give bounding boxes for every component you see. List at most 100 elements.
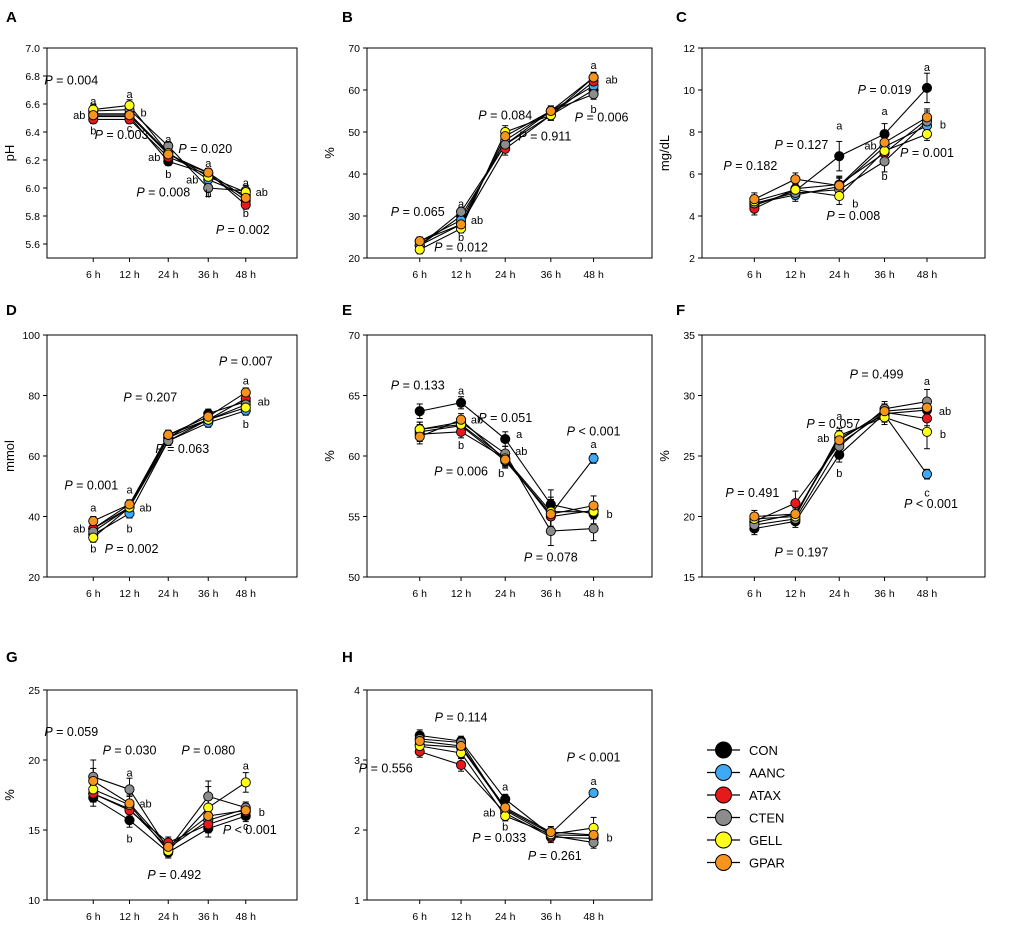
legend-marker (715, 786, 732, 804)
data-point-cten (203, 791, 214, 802)
x-tick-label: 48 h (917, 269, 938, 281)
data-point-gpar (124, 110, 135, 121)
data-point-gpar (203, 411, 214, 422)
y-tick-label: 10 (683, 85, 695, 97)
p-value-annotation: P = 0.080 (181, 743, 235, 757)
significance-letter: b (940, 120, 946, 132)
x-tick-label: 36 h (198, 269, 219, 281)
significance-letter: a (836, 411, 843, 423)
p-value-annotation: P = 0.004 (44, 73, 98, 87)
y-tick-label: 20 (28, 755, 40, 767)
significance-letter: b (243, 419, 249, 431)
y-tick-label: 20 (28, 572, 40, 584)
legend-marker (715, 764, 732, 781)
x-tick-label: 12 h (451, 911, 472, 923)
data-point-gpar (921, 112, 933, 123)
y-tick-label: 30 (683, 391, 695, 403)
data-point-gell (921, 129, 933, 140)
data-point-gpar (455, 740, 467, 752)
significance-letter: ab (186, 175, 198, 187)
x-tick-label: 12 h (119, 588, 140, 600)
x-tick-label: 12 h (451, 269, 472, 281)
x-tick-label: 48 h (236, 911, 257, 923)
x-tick-label: 12 h (119, 911, 140, 923)
significance-letter: a (502, 782, 509, 794)
y-tick-label: 70 (348, 43, 360, 55)
data-point-con (124, 815, 135, 826)
data-point-aanc (588, 787, 599, 798)
y-tick-label: 12 (683, 43, 695, 55)
y-tick-label: 6.2 (25, 155, 40, 167)
x-tick-label: 6 h (412, 588, 427, 600)
x-tick-label: 36 h (198, 588, 219, 600)
data-point-gell (790, 184, 801, 195)
panel-label-h: H (342, 649, 353, 666)
significance-letter: a (836, 121, 843, 133)
data-point-gpar (588, 72, 599, 83)
x-tick-label: 36 h (541, 588, 562, 600)
data-point-cten (588, 523, 599, 534)
p-value-annotation: P = 0.007 (219, 354, 273, 368)
plot-frame (46, 334, 298, 578)
p-value-annotation: P < 0.001 (567, 424, 621, 438)
x-tick-label: 12 h (785, 269, 806, 281)
data-point-gpar (88, 110, 99, 121)
plot-frame (366, 47, 653, 259)
p-value-annotation: P = 0.197 (774, 545, 828, 559)
significance-letter: a (165, 134, 172, 146)
legend-label: GELL (749, 833, 782, 848)
x-tick-label: 24 h (495, 269, 516, 281)
y-tick-label: 4 (689, 211, 695, 223)
data-point-gpar (790, 509, 801, 520)
data-point-gpar (414, 431, 425, 442)
data-point-atax (790, 498, 801, 509)
significance-letter: b (90, 126, 96, 138)
data-point-gpar (921, 402, 933, 413)
data-point-gpar (203, 810, 214, 822)
y-tick-label: 80 (28, 391, 40, 403)
x-tick-label: 36 h (541, 269, 562, 281)
data-point-gpar (588, 500, 599, 511)
significance-letter: ab (258, 397, 270, 409)
x-tick-label: 6 h (412, 911, 427, 923)
panel-label-d: D (6, 302, 17, 319)
y-axis-label: mg/dL (657, 135, 672, 171)
x-tick-label: 6 h (747, 269, 762, 281)
p-value-annotation: P = 0.002 (105, 542, 159, 556)
panel-c: C 2 4 6 8 10 12 6 h 12 h 24 h 36 h 48 h mg/dL P = 0.1… (657, 9, 986, 281)
legend-label: GPAR (749, 856, 785, 871)
data-point-gell (88, 784, 99, 795)
data-point-gpar (500, 802, 511, 813)
data-point-atax (203, 819, 214, 830)
data-point-con (414, 406, 425, 417)
y-tick-label: 15 (683, 572, 695, 584)
y-tick-label: 2 (354, 825, 360, 837)
data-point-cten (588, 89, 599, 100)
x-tick-label: 6 h (86, 911, 101, 923)
y-tick-label: 1 (354, 895, 360, 907)
data-point-gpar (790, 174, 801, 185)
x-tick-label: 24 h (158, 588, 179, 600)
significance-letter: b (243, 208, 249, 220)
significance-letter: b (852, 198, 858, 210)
y-tick-label: 100 (22, 330, 40, 342)
panel-d: D 20 40 60 80 100 6 h 12 h 24 h 36 h 48 h mmol P = 0… (2, 302, 298, 600)
panel-label-g: G (6, 649, 18, 666)
p-value-annotation: P = 0.033 (472, 831, 526, 845)
y-tick-label: 5.6 (25, 239, 40, 251)
p-value-annotation: P = 0.030 (103, 743, 157, 757)
panel-label-f: F (676, 302, 685, 319)
panel-label-b: B (342, 9, 353, 26)
y-tick-label: 60 (28, 451, 40, 463)
data-point-cten (455, 206, 467, 217)
x-tick-label: 12 h (451, 588, 472, 600)
p-value-annotation: P = 0.019 (858, 83, 912, 97)
p-value-annotation: P = 0.261 (528, 849, 582, 863)
significance-letter: b (502, 822, 508, 834)
data-point-gell (921, 426, 933, 437)
data-point-cten (124, 784, 135, 795)
legend-item-gell: GELL (707, 831, 782, 849)
x-tick-label: 24 h (495, 588, 516, 600)
significance-letter: a (516, 429, 523, 441)
significance-letter: b (126, 524, 132, 536)
